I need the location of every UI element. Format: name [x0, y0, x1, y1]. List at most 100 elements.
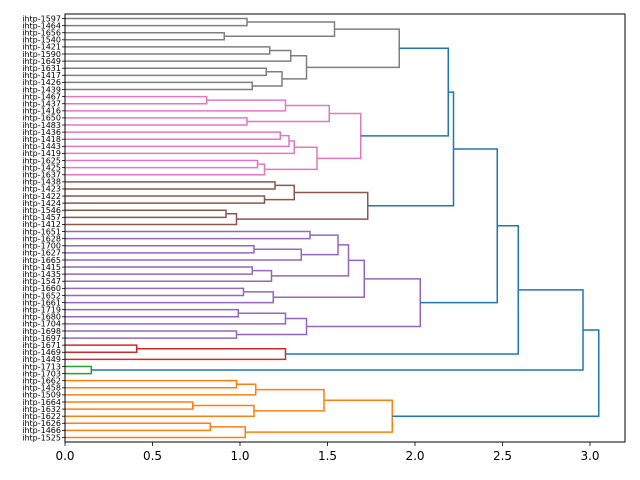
dendrogram-link-33	[65, 266, 253, 275]
dendrogram-link-56	[65, 426, 246, 439]
leaf-label: ihtp-1419	[22, 149, 61, 158]
x-tick-label: 0.0	[55, 449, 74, 463]
leaf-label: ihtp-1546	[22, 206, 61, 215]
dendrogram-link-58	[392, 329, 600, 417]
leaf-label: ihtp-1540	[22, 36, 61, 45]
dendrogram-link-20	[317, 112, 362, 160]
dendrogram-link-5	[65, 67, 267, 77]
dendrogram-link-44	[420, 148, 498, 304]
leaf-label: ihtp-1626	[22, 419, 61, 428]
leaf-label: ihtp-1417	[22, 71, 61, 80]
leaf-label: ihtp-1425	[22, 163, 61, 172]
dendrogram-link-2	[224, 21, 336, 38]
leaf-label: ihtp-1418	[22, 135, 61, 144]
dendrogram-link-25	[65, 209, 227, 219]
dendrogram-link-18	[65, 163, 266, 176]
leaf-label: ihtp-1509	[22, 391, 61, 400]
dendrogram-link-12	[65, 117, 248, 126]
x-axis: 0.0 0.5 1.0 1.5 2.0 2.5 3.0	[55, 442, 600, 463]
leaf-label: ihtp-1703	[22, 369, 61, 378]
leaf-label: ihtp-1719	[22, 305, 61, 314]
dendrogram-link-0	[65, 17, 248, 27]
leaf-label: ihtp-1439	[22, 85, 61, 94]
leaf-label: ihtp-1467	[22, 92, 61, 101]
dendrogram-link-45	[65, 344, 138, 354]
leaf-label: ihtp-1632	[22, 405, 61, 414]
dendrogram-link-40	[65, 312, 287, 325]
x-tick-label: 1.0	[230, 449, 249, 463]
leaf-label: ihtp-1436	[22, 128, 61, 137]
dendrogram-link-46	[65, 347, 287, 361]
leaf-label: ihtp-1458	[22, 384, 61, 393]
leaf-label: ihtp-1622	[22, 412, 61, 421]
x-tick-label: 2.5	[493, 449, 512, 463]
leaf-label: ihtp-1412	[22, 220, 61, 229]
dendrogram-link-55	[65, 422, 211, 432]
dendrogram-link-43	[306, 278, 421, 328]
dendrogram-link-24	[264, 184, 295, 201]
leaf-label: ihtp-1469	[22, 348, 61, 357]
dendrogram-link-22	[65, 181, 276, 190]
dendrogram-link-7	[252, 71, 283, 87]
leaf-label: ihtp-1625	[22, 156, 61, 165]
leaf-label: ihtp-1680	[22, 313, 61, 322]
leaf-label: ihtp-1424	[22, 199, 61, 208]
dendrogram-link-38	[273, 259, 365, 298]
dendrogram-link-26	[65, 213, 238, 226]
dendrogram-link-53	[65, 404, 255, 417]
leaf-label: ihtp-1443	[22, 142, 61, 151]
leaf-label: ihtp-1662	[22, 376, 61, 385]
dendrogram-link-39	[65, 308, 239, 318]
dendrogram-link-17	[65, 159, 259, 169]
dendrogram-link-14	[65, 131, 281, 140]
leaf-label: ihtp-1415	[22, 263, 61, 272]
dendrogram-link-31	[65, 248, 302, 261]
dendrogram-link-28	[367, 91, 455, 207]
dendrogram-link-47	[285, 225, 519, 355]
leaf-label: ihtp-1665	[22, 256, 61, 265]
dendrogram-link-52	[65, 401, 194, 410]
dendrogram-link-29	[65, 230, 311, 240]
dendrogram-link-19	[264, 146, 318, 171]
leaf-label: ihtp-1651	[22, 227, 61, 236]
dendrogram-link-6	[65, 81, 253, 91]
dendrogram-link-41	[65, 330, 238, 339]
dendrogram-link-11	[65, 99, 287, 112]
leaf-label: ihtp-1421	[22, 43, 61, 52]
leaf-label: ihtp-1483	[22, 121, 61, 130]
leaf-label: ihtp-1697	[22, 334, 61, 343]
dendrogram-link-1	[65, 31, 225, 41]
leaf-label: ihtp-1631	[22, 64, 61, 73]
leaf-label: ihtp-1649	[22, 57, 61, 66]
leaf-label: ihtp-1628	[22, 234, 61, 243]
leaf-label: ihtp-1656	[22, 29, 61, 38]
x-tick-label: 2.0	[405, 449, 424, 463]
leaf-label: ihtp-1437	[22, 100, 61, 109]
dendrogram-link-10	[65, 95, 208, 105]
leaf-label: ihtp-1698	[22, 327, 61, 336]
dendrogram-link-8	[282, 55, 308, 80]
dendrogram-link-16	[65, 140, 295, 155]
dendrogram-link-57	[245, 399, 393, 433]
leaf-label: ihtp-1464	[22, 21, 61, 30]
dendrogram-link-48	[65, 365, 92, 375]
leaf-label: ihtp-1704	[22, 320, 61, 329]
dendrogram-link-37	[65, 291, 274, 304]
leaf-label: ihtp-1661	[22, 298, 61, 307]
leaf-label: ihtp-1426	[22, 78, 61, 87]
x-tick-label: 3.0	[580, 449, 599, 463]
leaf-label: ihtp-1650	[22, 114, 61, 123]
dendrogram-link-54	[254, 388, 325, 412]
dendrogram-link-36	[65, 287, 245, 297]
leaf-label: ihtp-1713	[22, 362, 61, 371]
leaf-label: ihtp-1435	[22, 270, 61, 279]
leaf-label: ihtp-1664	[22, 398, 61, 407]
leaf-label: ihtp-1547	[22, 277, 61, 286]
leaf-label: ihtp-1660	[22, 284, 61, 293]
dendrogram-link-34	[65, 269, 273, 283]
leaf-label: ihtp-1627	[22, 249, 61, 258]
leaf-label: ihtp-1597	[22, 14, 61, 23]
dendrogram-link-42	[236, 317, 308, 336]
leaf-label: ihtp-1423	[22, 185, 61, 194]
